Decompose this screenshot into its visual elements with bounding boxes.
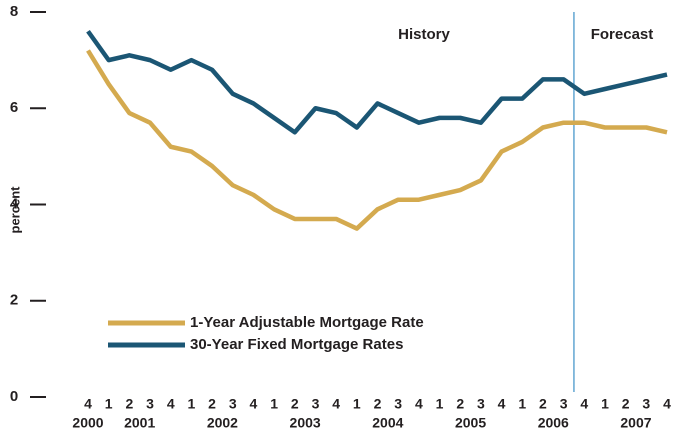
year-label: 2003 [290,415,321,431]
x-tick-label: 1 [270,396,278,412]
x-tick-label: 1 [353,396,361,412]
year-label: 2001 [124,415,155,431]
x-tick-label: 4 [84,396,92,412]
year-label: 2007 [620,415,651,431]
x-tick-label: 1 [601,396,609,412]
legend-label: 1-Year Adjustable Mortgage Rate [190,314,424,331]
x-tick-label: 2 [374,396,382,412]
y-tick-label: 8 [10,3,18,20]
x-tick-label: 4 [415,396,423,412]
year-label: 2006 [538,415,569,431]
y-tick-label: 2 [10,292,18,309]
x-tick-label: 4 [332,396,340,412]
year-label: 2005 [455,415,486,431]
y-tick-label: 6 [10,99,18,116]
x-tick-label: 2 [539,396,547,412]
x-tick-label: 1 [105,396,113,412]
annotation: History [398,26,450,43]
x-tick-label: 1 [187,396,195,412]
x-tick-label: 3 [312,396,320,412]
x-tick-label: 3 [560,396,568,412]
series-line [86,29,668,135]
y-axis-label: percent [7,186,22,234]
year-label: 2000 [72,415,103,431]
year-label: 2004 [372,415,403,431]
x-tick-label: 3 [229,396,237,412]
x-tick-label: 1 [518,396,526,412]
x-tick-label: 1 [436,396,444,412]
y-tick-label: 4 [10,195,19,212]
x-tick-label: 3 [642,396,650,412]
x-tick-label: 4 [580,396,588,412]
x-tick-label: 2 [291,396,299,412]
x-tick-label: 4 [663,396,671,412]
x-tick-label: 2 [456,396,464,412]
series-line [86,49,668,231]
x-tick-label: 4 [250,396,258,412]
x-tick-label: 2 [208,396,216,412]
year-label: 2002 [207,415,238,431]
x-tick-label: 4 [498,396,506,412]
x-tick-label: 2 [622,396,630,412]
x-tick-label: 2 [125,396,133,412]
y-tick-label: 0 [10,388,18,405]
legend-label: 30-Year Fixed Mortgage Rates [190,336,403,353]
x-tick-label: 3 [146,396,154,412]
x-tick-label: 3 [394,396,402,412]
x-tick-label: 3 [477,396,485,412]
annotation: Forecast [591,26,654,43]
x-tick-label: 4 [167,396,175,412]
